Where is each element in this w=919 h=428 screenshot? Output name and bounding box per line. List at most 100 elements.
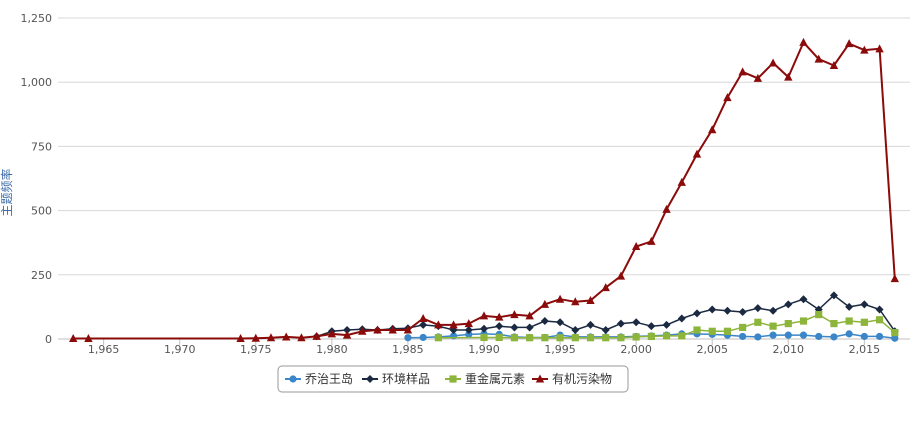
data-point bbox=[799, 317, 808, 325]
y-tick-label: 250 bbox=[31, 269, 52, 282]
data-point bbox=[510, 334, 519, 342]
data-point bbox=[342, 330, 352, 339]
data-point bbox=[616, 319, 625, 328]
y-tick-label: 500 bbox=[31, 205, 52, 218]
x-tick-label: 1,980 bbox=[316, 343, 348, 356]
legend-label: 乔治王岛 bbox=[305, 371, 353, 386]
data-point bbox=[525, 323, 534, 332]
data-point bbox=[860, 45, 869, 54]
data-point bbox=[510, 310, 519, 319]
x-tick-label: 2,015 bbox=[849, 343, 881, 356]
x-tick-label: 1,975 bbox=[240, 343, 272, 356]
data-point bbox=[769, 331, 777, 339]
data-point bbox=[571, 297, 580, 306]
data-point bbox=[739, 323, 747, 332]
data-point bbox=[891, 334, 899, 342]
data-point bbox=[602, 334, 610, 342]
data-point bbox=[814, 54, 823, 63]
data-point bbox=[799, 295, 808, 304]
data-point bbox=[738, 308, 747, 317]
data-point bbox=[312, 331, 321, 340]
data-point bbox=[632, 333, 640, 341]
x-tick-label: 2,000 bbox=[620, 343, 652, 356]
legend-item[interactable]: 环境样品 bbox=[362, 371, 430, 386]
data-point bbox=[738, 67, 747, 76]
data-point bbox=[845, 330, 853, 338]
data-point bbox=[495, 333, 503, 342]
data-point bbox=[692, 149, 702, 158]
data-point bbox=[251, 333, 260, 342]
data-point bbox=[784, 319, 792, 328]
data-point bbox=[723, 93, 732, 102]
data-point bbox=[784, 72, 793, 81]
data-point bbox=[799, 331, 808, 339]
y-tick-label: 0 bbox=[45, 333, 52, 346]
data-point bbox=[586, 334, 595, 342]
data-point bbox=[784, 331, 792, 339]
data-point bbox=[875, 44, 884, 53]
data-point bbox=[526, 334, 534, 342]
legend-label: 环境样品 bbox=[382, 371, 430, 386]
data-point bbox=[434, 320, 443, 329]
x-tick-label: 1,965 bbox=[88, 343, 120, 356]
data-point bbox=[434, 334, 442, 342]
data-point bbox=[266, 333, 276, 342]
data-point bbox=[571, 334, 579, 342]
legend-marker bbox=[535, 374, 545, 383]
data-point bbox=[829, 291, 838, 300]
data-point bbox=[769, 322, 777, 330]
data-point bbox=[479, 311, 489, 320]
legend-item[interactable]: 有机污染物 bbox=[532, 371, 612, 386]
legend-label: 重金属元素 bbox=[465, 371, 525, 386]
data-point bbox=[69, 333, 78, 342]
data-point bbox=[768, 58, 778, 67]
data-point bbox=[617, 334, 625, 342]
series-group bbox=[69, 37, 899, 342]
data-point bbox=[677, 177, 686, 186]
legend[interactable]: 乔治王岛 环境样品 重金属元素 有机污染物 bbox=[277, 365, 629, 393]
data-point bbox=[480, 324, 488, 333]
data-point bbox=[799, 37, 808, 46]
series-1 bbox=[312, 291, 899, 341]
data-point bbox=[845, 317, 853, 325]
grid bbox=[58, 17, 910, 340]
data-point bbox=[844, 39, 854, 48]
data-point bbox=[891, 328, 899, 337]
data-point bbox=[708, 305, 717, 314]
data-point bbox=[830, 333, 838, 341]
y-axis-label: 主题频率 bbox=[0, 168, 14, 216]
data-point bbox=[829, 61, 839, 70]
data-point bbox=[388, 325, 397, 334]
data-point bbox=[495, 312, 504, 321]
data-point bbox=[754, 318, 762, 326]
data-point bbox=[647, 322, 656, 331]
data-point bbox=[343, 326, 352, 335]
data-point bbox=[556, 334, 564, 342]
data-point bbox=[586, 320, 595, 329]
x-tick-label: 1,995 bbox=[544, 343, 576, 356]
data-point bbox=[845, 302, 854, 311]
data-point bbox=[830, 319, 838, 328]
data-point bbox=[586, 295, 595, 304]
legend-item[interactable]: 乔治王岛 bbox=[285, 371, 353, 386]
data-point bbox=[662, 320, 671, 329]
data-point bbox=[708, 327, 716, 335]
x-tick-label: 1,990 bbox=[468, 343, 500, 356]
data-point bbox=[404, 334, 412, 342]
data-point bbox=[677, 314, 686, 323]
legend-marker bbox=[289, 375, 297, 383]
data-point bbox=[419, 320, 428, 329]
legend-label: 有机污染物 bbox=[552, 371, 612, 386]
series-line bbox=[73, 41, 896, 340]
data-point bbox=[632, 318, 641, 327]
data-point bbox=[540, 317, 549, 326]
data-point bbox=[601, 283, 610, 292]
data-point bbox=[753, 304, 762, 313]
x-tick-label: 2,010 bbox=[773, 343, 805, 356]
legend-item[interactable]: 重金属元素 bbox=[445, 371, 525, 386]
data-point bbox=[236, 333, 245, 342]
data-point bbox=[815, 332, 823, 341]
data-point bbox=[769, 306, 778, 315]
data-point bbox=[464, 319, 473, 328]
